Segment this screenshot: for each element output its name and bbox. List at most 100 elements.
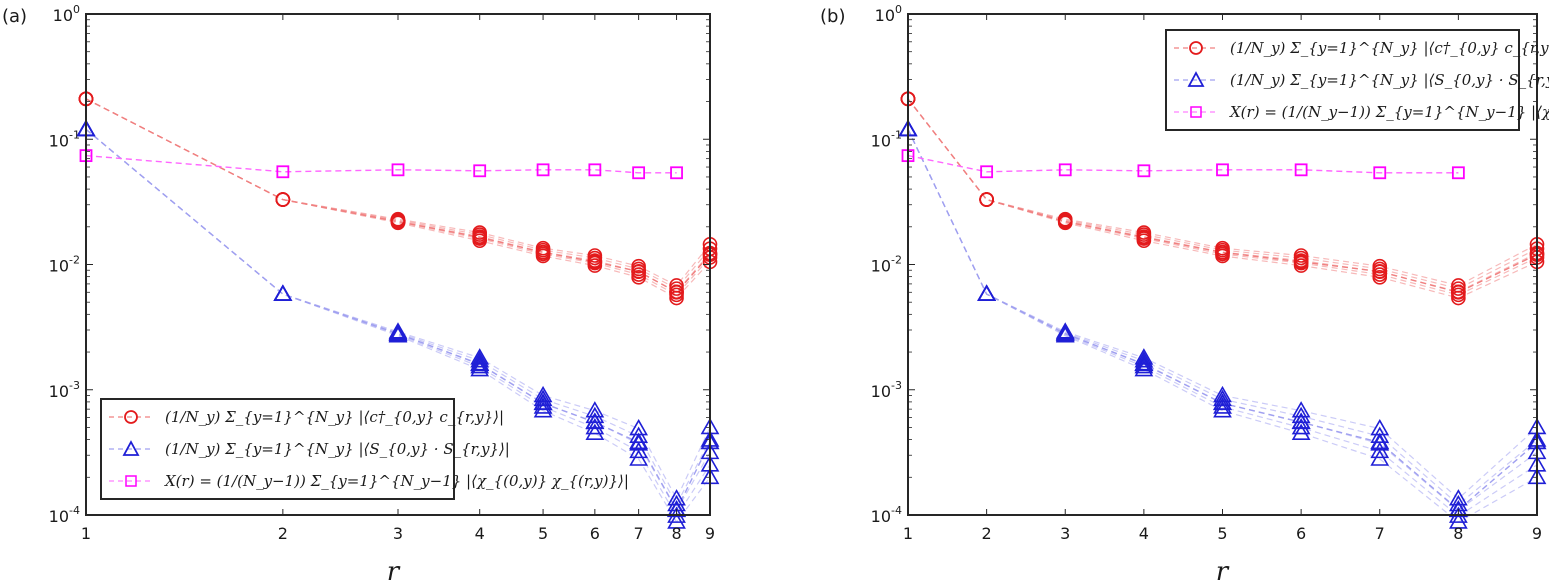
series-line [85,98,711,294]
data-point-square [1216,163,1229,177]
data-point-square [276,165,290,179]
data-point-circle [1450,284,1466,300]
data-point-triangle [1291,423,1311,440]
data-point-triangle [1370,432,1390,450]
x-tick-label: 6 [590,524,600,543]
data-point-circle [631,270,646,285]
x-tick-label: 9 [705,524,715,543]
data-point-square [473,164,487,178]
data-point-triangle [585,417,605,435]
y-tick-label: 10-1 [871,128,902,150]
data-point-triangle [273,284,293,301]
series-line [907,154,1459,174]
data-point-triangle [273,284,293,302]
data-point-triangle [585,406,605,424]
panel-b-xlabel: r [1216,557,1230,583]
data-point-triangle [1055,326,1075,343]
legend-entry-chirality: X(r) = (1/(N_y−1)) Σ_{y=1}^{N_y−1} |⟨χ_{… [109,472,629,490]
y-tick-label: 10-2 [49,254,80,276]
series-spread-line [907,129,1538,517]
data-point-square [632,166,646,180]
panel-a-ticks: 1 2 3 4 5 6 7 8 9 100 10-1 10-2 10-3 10-4 [49,3,715,543]
panel-a-legend: (1/N_y) Σ_{y=1}^{N_y} |⟨c†_{0,y} c_{r,y}… [100,398,629,500]
x-tick-label: 7 [634,524,644,543]
legend-entry-chirality: X(r) = (1/(N_y−1)) Σ_{y=1}^{N_y−1} |⟨χ_{… [1174,103,1549,121]
data-point-triangle [273,284,293,301]
data-point-triangle [1134,359,1154,377]
data-point-triangle [273,284,293,301]
panel-a: (a) 1 2 3 4 5 6 7 8 9 100 10-1 10-2 10-3 10-4 r (1/N_… [2,3,720,583]
data-point-circle [390,214,406,230]
data-point-circle [1293,258,1309,273]
data-point-triangle [1055,323,1075,341]
legend-label: X(r) = (1/(N_y−1)) Σ_{y=1}^{N_y−1} |⟨χ_{… [1229,103,1549,121]
data-point-square [1373,166,1387,180]
data-point-circle [979,192,995,207]
x-tick-label: 3 [1060,524,1070,543]
data-point-triangle [629,441,649,459]
data-point-circle [587,254,603,270]
data-point-triangle [470,356,490,374]
data-point-triangle [1213,397,1232,414]
data-point-circle [1215,244,1230,260]
legend-box [100,398,455,500]
data-point-square [670,166,683,180]
series-line [85,154,677,174]
data-point-square [588,163,602,177]
x-tick-label: 2 [278,524,288,543]
data-point-circle [669,290,684,306]
data-point-triangle [585,412,605,430]
data-point-circle [1372,264,1388,279]
data-point-triangle [977,284,997,302]
panel-b-label: (b) [820,6,845,27]
data-point-triangle [1291,406,1311,424]
x-tick-label: 1 [903,524,913,543]
x-tick-label: 6 [1296,524,1306,543]
data-point-triangle [388,326,408,343]
series-spread-line [907,129,1538,512]
x-tick-label: 8 [671,524,681,543]
y-tick-label: 100 [875,3,902,25]
data-point-triangle [1213,389,1232,407]
series-spread-line [907,129,1538,500]
data-point-triangle [629,449,649,466]
data-point-triangle [585,423,605,440]
data-point-triangle [1370,449,1390,466]
data-point-square [1058,163,1072,177]
data-point-square [536,163,550,177]
data-point-triangle [1291,417,1311,435]
data-point-square [1137,164,1151,178]
data-point-square [1451,166,1465,180]
data-point-triangle [1134,348,1154,365]
panel-b: (b) 1 2 3 4 5 6 7 8 9 100 10-1 10-2 10-3 10-4 r (1/N_… [820,3,1549,583]
x-tick-label: 2 [982,524,992,543]
x-tick-label: 8 [1453,524,1463,543]
legend-label: (1/N_y) Σ_{y=1}^{N_y} |⟨c†_{0,y} c_{r,y}… [1230,39,1549,57]
data-point-triangle [533,397,553,414]
legend-entry-correlation: (1/N_y) Σ_{y=1}^{N_y} |⟨c†_{0,y} c_{r,y}… [1174,39,1549,57]
data-point-circle [1293,254,1309,270]
data-point-triangle [470,351,490,368]
y-tick-label: 10-4 [49,504,80,526]
data-point-circle [631,264,647,279]
series-line [907,98,1538,294]
x-tick-label: 9 [1532,524,1542,543]
data-point-triangle [1212,393,1233,411]
series-spread-line [907,129,1538,506]
legend-triangle-marker [1187,71,1205,87]
data-point-circle [535,244,551,260]
panel-a-label: (a) [2,6,27,27]
data-point-triangle [273,284,293,301]
data-point-triangle [1448,512,1468,529]
legend-circle-marker [124,410,138,424]
data-point-triangle [1134,356,1154,374]
legend-box [1165,29,1520,131]
data-point-circle [275,192,291,207]
legend-entry-spin: (1/N_y) Σ_{y=1}^{N_y} |⟨S_{0,y} · S_{r,y… [109,440,510,458]
legend-square-marker [1190,106,1202,118]
data-point-triangle [585,401,605,418]
panel-a-xlabel: r [387,557,401,583]
series-spread-line [85,128,711,524]
y-tick-label: 10-3 [871,379,902,401]
